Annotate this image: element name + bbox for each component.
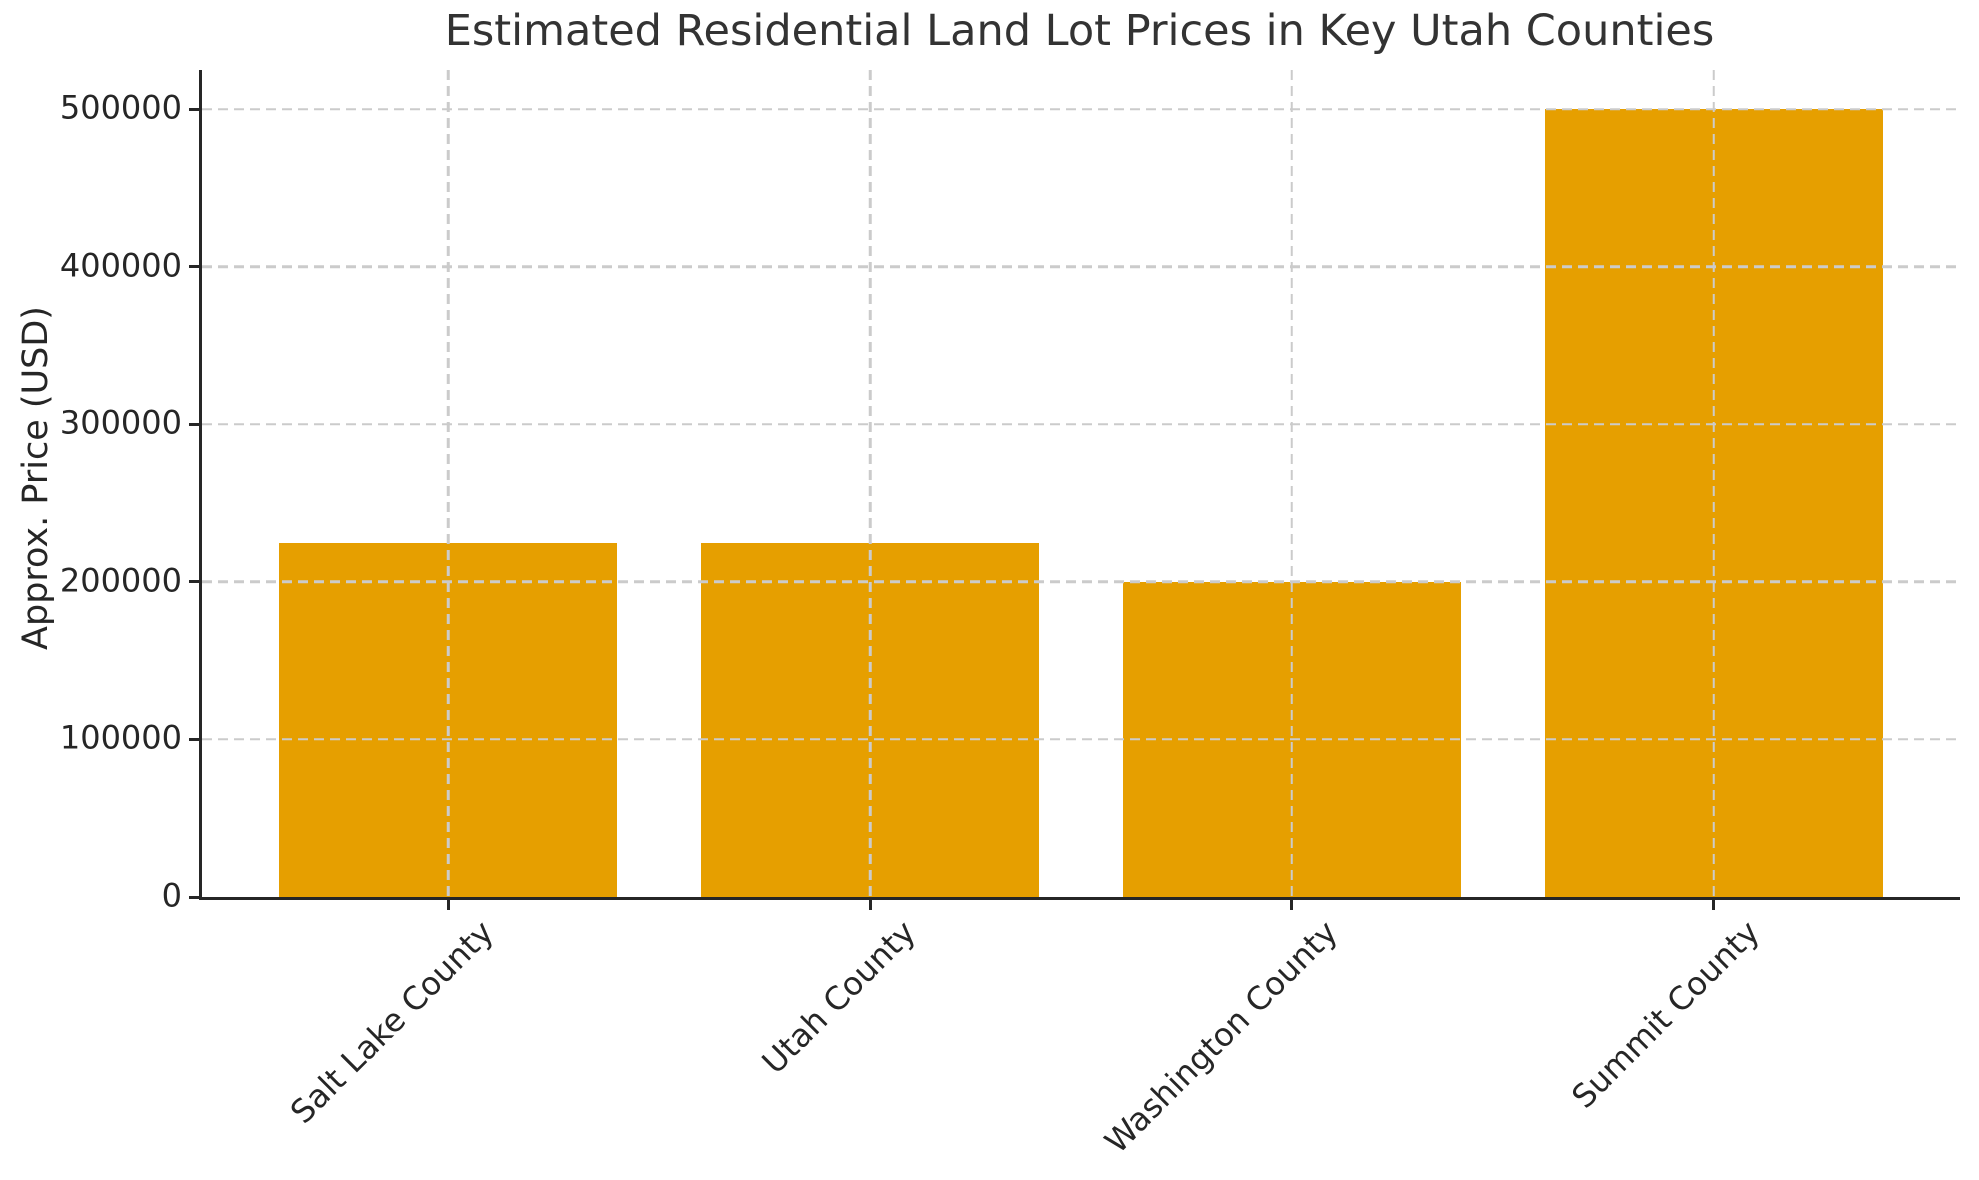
horizontal-gridline — [202, 265, 1960, 269]
horizontal-gridline — [202, 738, 1960, 741]
vertical-gridline — [1712, 70, 1716, 897]
horizontal-gridline — [202, 580, 1960, 584]
chart-title: Estimated Residential Land Lot Prices in… — [444, 6, 1715, 56]
y-axis-tick — [189, 580, 199, 584]
y-axis-tick — [189, 107, 199, 111]
x-axis-tick — [446, 900, 450, 910]
vertical-gridline — [446, 70, 450, 897]
plot-area — [199, 70, 1960, 900]
x-axis-tick — [868, 900, 872, 910]
horizontal-gridline — [202, 423, 1960, 426]
x-tick-label: Summit County — [1564, 913, 1767, 1116]
y-axis-tick — [189, 737, 199, 741]
y-tick-label: 500000 — [59, 88, 182, 127]
y-axis-tick — [189, 895, 199, 899]
vertical-gridline — [868, 70, 872, 897]
vertical-gridline — [1290, 70, 1294, 897]
y-tick-label: 100000 — [59, 718, 182, 757]
x-axis-tick — [1290, 900, 1294, 910]
x-axis-tick — [1712, 900, 1716, 910]
y-tick-label: 0 — [161, 876, 182, 915]
y-axis-tick — [189, 265, 199, 269]
x-tick-label: Washington County — [1097, 913, 1345, 1161]
y-tick-label: 400000 — [59, 246, 182, 285]
x-tick-label: Salt Lake County — [283, 913, 501, 1131]
y-axis-tick — [189, 422, 199, 426]
y-tick-label: 200000 — [59, 561, 182, 600]
x-tick-label: Utah County — [754, 913, 923, 1082]
horizontal-gridline — [202, 108, 1960, 111]
y-tick-label: 300000 — [59, 403, 182, 442]
